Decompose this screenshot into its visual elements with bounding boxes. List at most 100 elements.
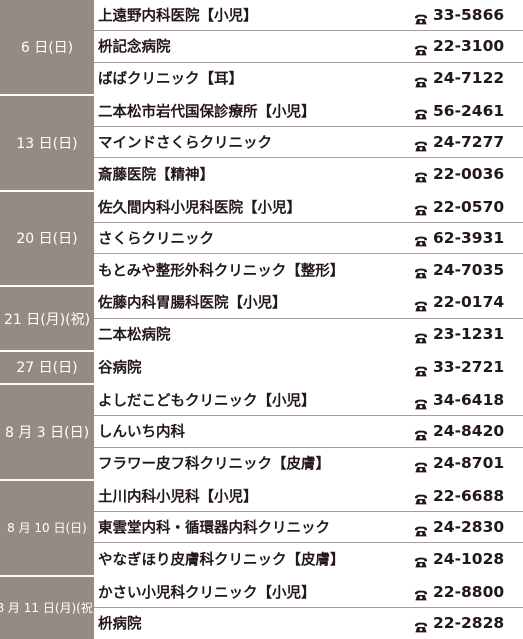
telephone-icon [414, 201, 428, 212]
clinic-row: 二本松市岩代国保診療所【小児】 56-2461 [94, 96, 523, 127]
clinic-name: 土川内科小児科【小児】 [98, 485, 258, 506]
clinic-row: 佐藤内科胃腸科医院【小児】22-0174 [94, 287, 523, 318]
date-label: 20 日(日) [16, 228, 77, 248]
telephone-icon [414, 297, 428, 308]
date-label: 13 日(日) [16, 133, 77, 153]
clinic-name: 上遠野内科医院【小児】 [98, 5, 258, 26]
clinic-name: マインドさくらクリニック [98, 132, 272, 153]
telephone-icon [414, 137, 428, 148]
clinic-row: 土川内科小児科【小児】 22-6688 [94, 481, 523, 512]
telephone-icon [414, 73, 428, 84]
telephone-icon [414, 458, 428, 469]
date-group: 8 月 3 日(日) よしだこどもクリニック【小児】 34-6418 しんいち内科 24… [0, 385, 523, 479]
clinic-name: やなぎほり皮膚科クリニック【皮膚】 [98, 548, 345, 569]
phone-number: 24-8420 [433, 422, 504, 440]
phone-number: 34-6418 [433, 391, 504, 409]
phone-entry: 24-8420 [414, 422, 504, 440]
date-label: 27 日(日) [16, 357, 77, 377]
phone-entry: 23-1231 [414, 325, 504, 343]
phone-entry: 62-3931 [414, 229, 504, 247]
phone-entry: 56-2461 [414, 102, 504, 120]
phone-entry: 22-0570 [414, 198, 504, 216]
telephone-icon [414, 41, 428, 52]
clinic-name: 二本松市岩代国保診療所【小児】 [98, 100, 316, 121]
phone-number: 24-2830 [433, 518, 504, 536]
phone-number: 24-7277 [433, 133, 504, 151]
date-label: 8 月 11 日(月)(祝) [0, 599, 98, 616]
date-cell: 8 月 10 日(日) [0, 481, 94, 575]
phone-entry: 24-1028 [414, 550, 504, 568]
phone-number: 62-3931 [433, 229, 504, 247]
date-group: 21 日(月)(祝)佐藤内科胃腸科医院【小児】22-0174 二本松病院 23-12… [0, 287, 523, 350]
clinic-name: 東雲堂内科・循環器内科クリニック [98, 517, 330, 538]
clinic-row: しんいち内科 24-8420 [94, 416, 523, 447]
phone-entry: 34-6418 [414, 391, 504, 409]
date-cell: 21 日(月)(祝) [0, 287, 94, 350]
phone-entry: 24-7035 [414, 261, 504, 279]
clinic-name: 谷病院 [98, 357, 142, 378]
phone-entry: 22-0036 [414, 165, 504, 183]
clinic-name: 佐藤内科胃腸科医院【小児】 [98, 292, 287, 313]
phone-entry: 24-2830 [414, 518, 504, 536]
clinic-row: 斎藤医院【精神】 22-0036 [94, 158, 523, 189]
date-label: 8 月 3 日(日) [5, 422, 89, 442]
clinic-name: フラワー皮フ科クリニック【皮膚】 [98, 453, 330, 474]
phone-entry: 24-8701 [414, 454, 504, 472]
phone-number: 24-1028 [433, 550, 504, 568]
telephone-icon [414, 168, 428, 179]
phone-entry: 24-7122 [414, 69, 504, 87]
telephone-icon [414, 522, 428, 533]
date-group: 27 日(日) 谷病院 33-2721 [0, 352, 523, 383]
clinic-row: 二本松病院 23-1231 [94, 319, 523, 350]
telephone-icon [414, 10, 428, 21]
phone-number: 33-2721 [433, 358, 504, 376]
clinic-name: よしだこどもクリニック【小児】 [98, 390, 316, 411]
clinic-name: しんいち内科 [98, 421, 185, 442]
date-cell: 6 日(日) [0, 0, 94, 94]
clinic-row: かさい小児科クリニック【小児】22-8800 [94, 577, 523, 608]
phone-entry: 22-3100 [414, 37, 504, 55]
telephone-icon [414, 232, 428, 243]
phone-number: 23-1231 [433, 325, 504, 343]
phone-number: 22-8800 [433, 583, 504, 601]
clinic-row: 東雲堂内科・循環器内科クリニック 24-2830 [94, 512, 523, 543]
telephone-icon [414, 362, 428, 373]
clinic-row: もとみや整形外科クリニック【整形】 24-7035 [94, 254, 523, 285]
phone-number: 56-2461 [433, 102, 504, 120]
clinic-name: もとみや整形外科クリニック【整形】 [98, 259, 344, 280]
telephone-icon [414, 264, 428, 275]
telephone-icon [414, 105, 428, 116]
date-label: 6 日(日) [21, 37, 73, 57]
clinic-row: 上遠野内科医院【小児】 33-5866 [94, 0, 523, 31]
clinic-name: 斎藤医院【精神】 [98, 163, 214, 184]
telephone-icon [414, 618, 428, 629]
phone-number: 24-8701 [433, 454, 504, 472]
date-cell: 8 月 3 日(日) [0, 385, 94, 479]
phone-number: 33-5866 [433, 6, 504, 24]
phone-entry: 33-2721 [414, 358, 504, 376]
date-cell: 20 日(日) [0, 192, 94, 286]
date-label: 8 月 10 日(日) [7, 519, 87, 536]
phone-entry: 24-7277 [414, 133, 504, 151]
clinic-row: よしだこどもクリニック【小児】 34-6418 [94, 385, 523, 416]
phone-entry: 22-6688 [414, 487, 504, 505]
clinic-name: 佐久間内科小児科医院【小児】 [98, 196, 301, 217]
clinic-name: さくらクリニック [98, 227, 214, 248]
telephone-icon [414, 329, 428, 340]
phone-number: 22-0570 [433, 198, 504, 216]
phone-entry: 33-5866 [414, 6, 504, 24]
phone-entry: 22-8800 [414, 583, 504, 601]
clinic-name: ばばクリニック【耳】 [98, 68, 243, 89]
clinic-name: 二本松病院 [98, 324, 171, 345]
telephone-icon [414, 426, 428, 437]
telephone-icon [414, 490, 428, 501]
telephone-icon [414, 553, 428, 564]
phone-number: 22-3100 [433, 37, 504, 55]
phone-number: 22-0036 [433, 165, 504, 183]
phone-number: 24-7035 [433, 261, 504, 279]
telephone-icon [414, 395, 428, 406]
